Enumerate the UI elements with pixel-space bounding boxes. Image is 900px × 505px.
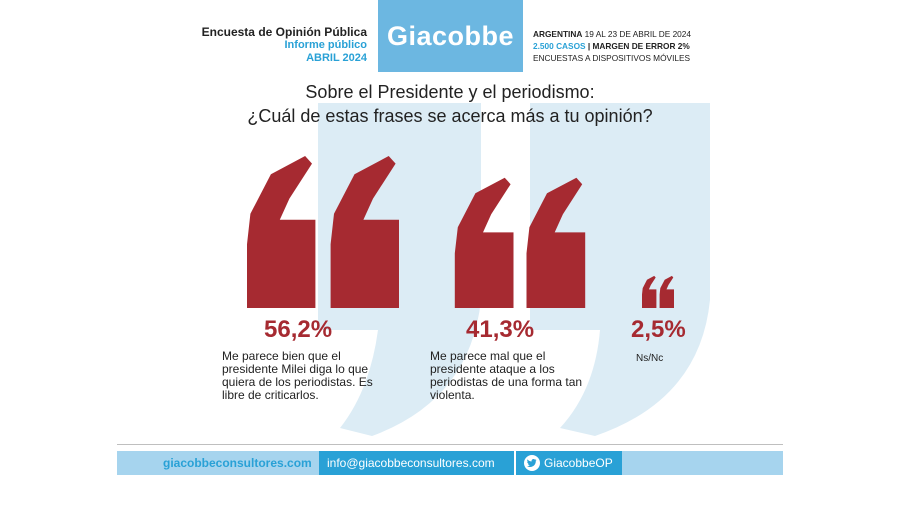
quote-mark-1-glyph-2 [330, 156, 399, 308]
title-line-2: ¿Cuál de estas frases se acerca más a tu… [247, 106, 653, 126]
category-label-3: Ns/Nc [636, 353, 664, 364]
value-label-1: 56,2% [264, 316, 333, 343]
report-type: Informe público [284, 39, 368, 51]
chart-title: Sobre el Presidente y el periodismo: ¿Cu… [150, 80, 750, 128]
twitter-handle: GiacobbeOP [544, 456, 613, 470]
email-link[interactable]: info@giacobbeconsultores.com [319, 451, 515, 475]
case-count: 2.500 CASOS [533, 41, 586, 51]
title-line-1: Sobre el Presidente y el periodismo: [305, 82, 595, 102]
quote-mark-3-glyph-2 [659, 275, 674, 308]
margin-of-error: | MARGEN DE ERROR 2% [585, 41, 690, 51]
quote-mark-2-glyph-2 [526, 177, 586, 308]
category-label-1: Me parece bien que el presidente Milei d… [222, 349, 373, 402]
quote-mark-2-glyph-1 [454, 177, 514, 308]
quote-mark-1 [247, 156, 399, 308]
report-date: ABRIL 2024 [306, 52, 367, 64]
value-label-3: 2,5% [631, 316, 686, 343]
survey-dates: 19 AL 23 DE ABRIL DE 2024 [582, 29, 692, 39]
brand-name: Giacobbe [386, 20, 515, 51]
website-link[interactable]: giacobbeconsultores.com [163, 456, 312, 470]
category-label-2: Me parece mal que el presidente ataque a… [430, 349, 583, 402]
quote-mark-3-glyph-1 [642, 275, 657, 308]
twitter-bird-icon [524, 455, 540, 471]
brand-logo: Giacobbe [378, 0, 523, 72]
footer-divider [117, 444, 783, 445]
survey-title: Encuesta de Opinión Pública [201, 25, 367, 39]
footer-bar: giacobbeconsultores.com info@giacobbecon… [117, 451, 783, 475]
quote-mark-1-glyph-1 [247, 156, 316, 308]
survey-header: Encuesta de Opinión Pública Informe públ… [180, 26, 367, 65]
survey-method: ENCUESTAS A DISPOSITIVOS MÓVILES [533, 53, 691, 63]
twitter-link[interactable]: GiacobbeOP [514, 451, 622, 475]
quote-mark-3 [642, 275, 674, 308]
value-label-2: 41,3% [466, 316, 535, 343]
quote-mark-2 [454, 177, 586, 308]
country: ARGENTINA [533, 29, 583, 39]
survey-metadata: ARGENTINA 19 AL 23 DE ABRIL DE 2024 2.50… [533, 28, 691, 64]
